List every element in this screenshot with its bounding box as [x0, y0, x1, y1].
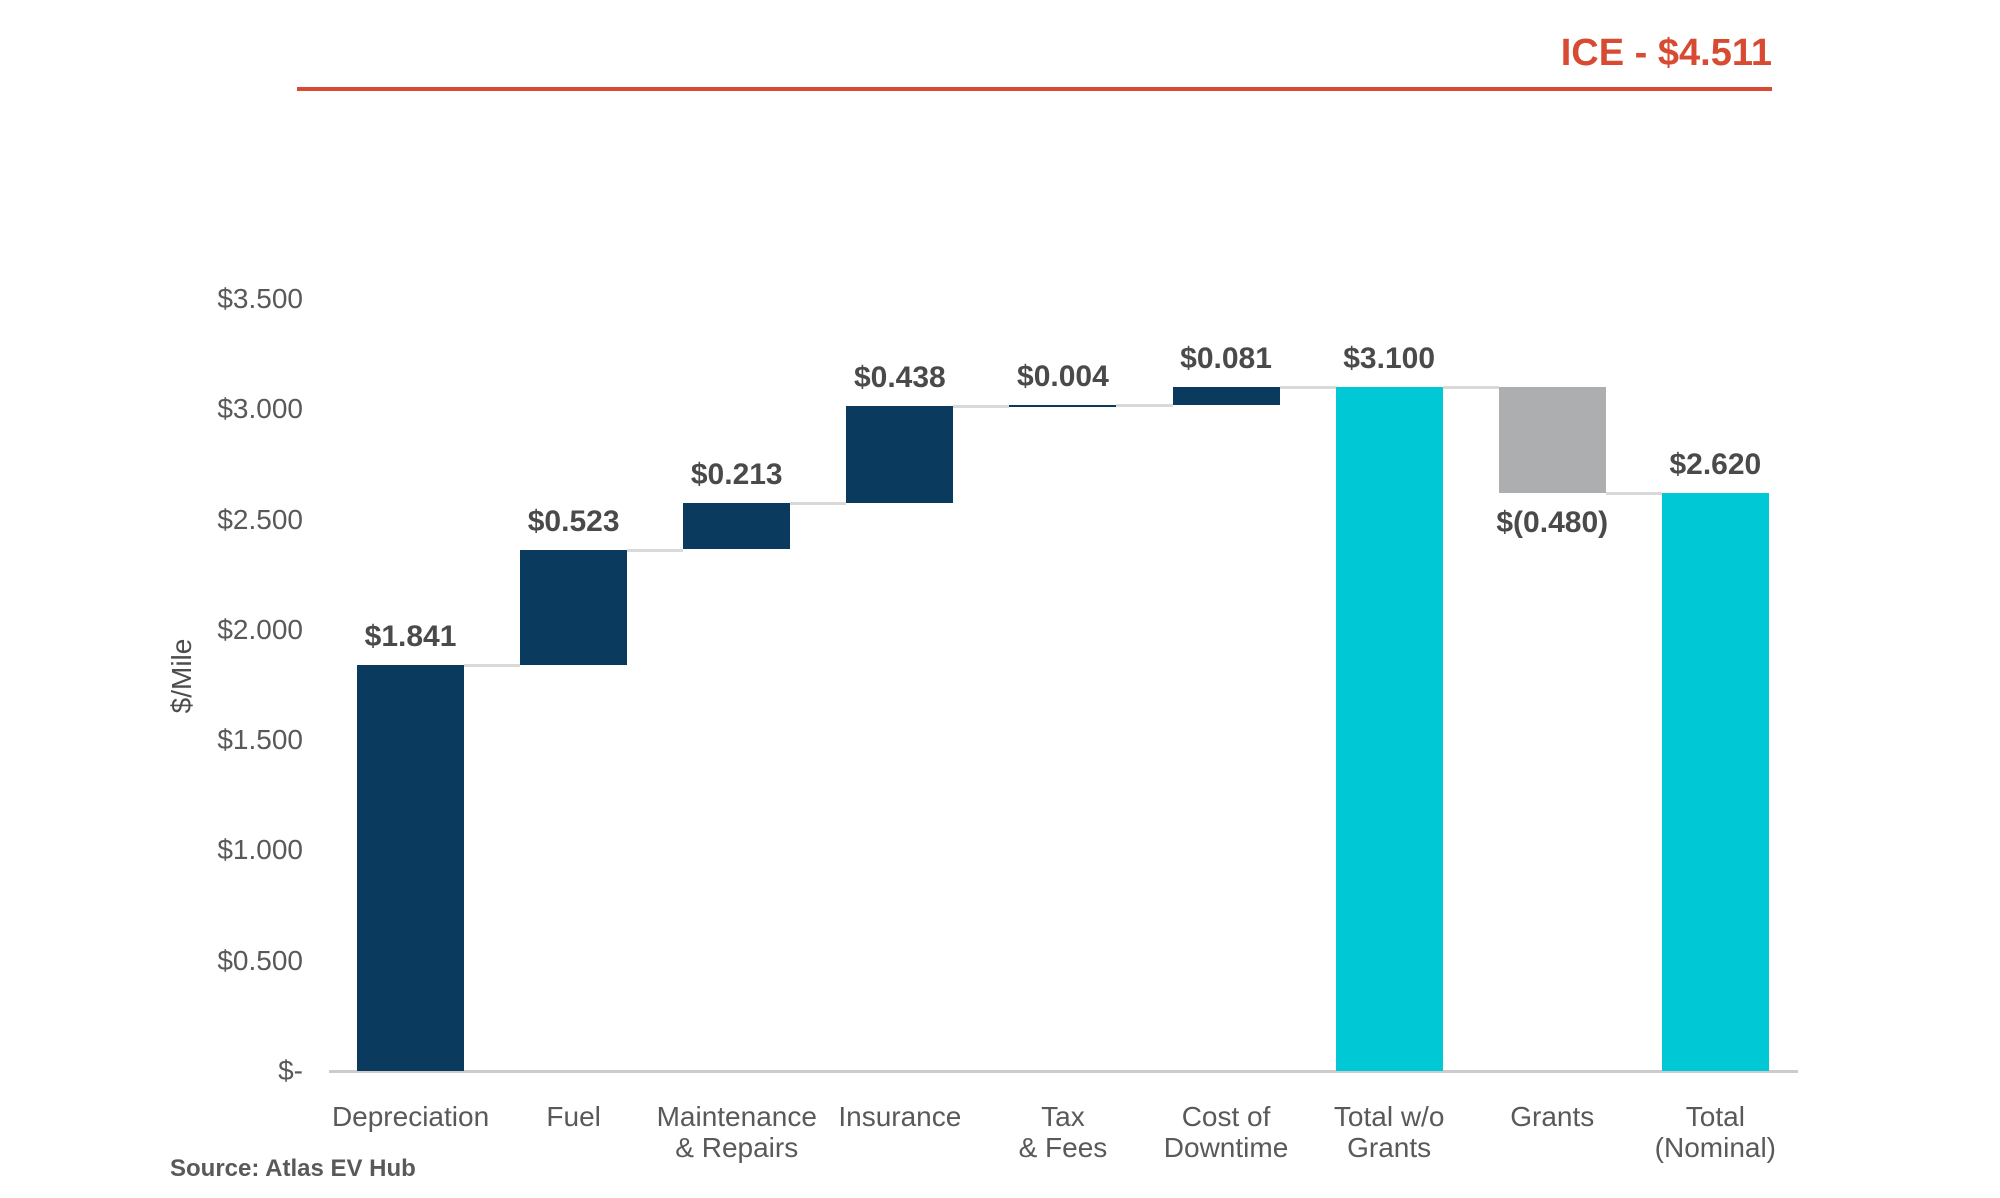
bar-cost-of-downtime: [1172, 387, 1280, 405]
x-axis-line: [329, 1070, 1798, 1073]
step-connector: [953, 404, 1010, 408]
bar-grants: [1498, 387, 1606, 493]
y-tick-label: $1.500: [217, 724, 303, 756]
category-label-line: & Repairs: [675, 1132, 799, 1163]
category-label-line: Insurance: [838, 1101, 962, 1132]
bar-fuel: [520, 549, 628, 665]
step-connector: [1605, 492, 1662, 496]
y-tick-label: $1.000: [217, 834, 303, 866]
category-label-insurance: Insurance: [790, 1101, 1010, 1132]
category-label-line: Grants: [1347, 1132, 1432, 1163]
value-label-depreciation: $1.841: [364, 619, 457, 653]
y-tick-label: $-: [278, 1055, 303, 1086]
category-label-line: Maintenance: [656, 1101, 817, 1132]
ice-benchmark-underline: [297, 87, 1772, 91]
value-label-maintenance-repairs: $0.213: [690, 457, 783, 491]
category-label-total-w-o-grants: Total w/o Grants: [1279, 1101, 1499, 1163]
source-note: Source: Atlas EV Hub: [170, 1155, 416, 1182]
category-label-line: Grants: [1510, 1101, 1595, 1132]
y-tick-label: $3.500: [217, 282, 303, 314]
step-connector: [1279, 386, 1336, 390]
bar-tax-fees: [1009, 405, 1117, 407]
step-connector: [1116, 404, 1173, 407]
chart-title: ICE - $4.511: [1560, 32, 1772, 74]
category-label-maintenance-repairs: Maintenance & Repairs: [627, 1101, 847, 1163]
value-label-fuel: $0.523: [527, 504, 620, 538]
bar-depreciation: [357, 664, 465, 1071]
bar-total-w-o-grants: [1335, 387, 1443, 1071]
category-label-total-nominal: Total (Nominal): [1605, 1101, 1825, 1163]
category-label-line: Depreciation: [331, 1101, 490, 1132]
bar-insurance: [846, 405, 954, 503]
value-label-tax-fees: $0.004: [1017, 360, 1109, 393]
y-axis-title: $/Mile: [166, 638, 197, 714]
bar-total-nominal: [1661, 493, 1769, 1071]
value-label-grants: $(0.480): [1496, 506, 1609, 540]
category-label-depreciation: Depreciation: [301, 1101, 521, 1132]
category-label-line: Downtime: [1163, 1132, 1289, 1163]
bar-maintenance-repairs: [683, 502, 791, 550]
step-connector: [1442, 386, 1499, 390]
y-tick-label: $2.000: [217, 613, 303, 645]
category-label-line: Cost of: [1181, 1101, 1271, 1132]
category-label-line: & Fees: [1018, 1132, 1108, 1163]
y-tick-label: $2.500: [217, 503, 303, 535]
value-label-total-nominal: $2.620: [1669, 448, 1762, 482]
y-tick-label: $3.000: [217, 393, 303, 425]
step-connector: [790, 501, 847, 505]
category-label-line: (Nominal): [1654, 1132, 1777, 1163]
y-tick-label: $0.500: [217, 944, 303, 976]
category-label-line: Fuel: [546, 1101, 601, 1132]
step-connector: [464, 663, 521, 667]
category-label-line: Total: [1685, 1101, 1745, 1132]
value-label-insurance: $0.438: [853, 360, 946, 394]
category-label-fuel: Fuel: [464, 1101, 684, 1132]
category-label-cost-of-downtime: Cost of Downtime: [1116, 1101, 1336, 1163]
category-label-grants: Grants: [1442, 1101, 1662, 1132]
value-label-total-w-o-grants: $3.100: [1343, 342, 1436, 376]
step-connector: [627, 548, 684, 552]
value-label-cost-of-downtime: $0.081: [1180, 342, 1272, 376]
category-label-line: Total w/o: [1333, 1101, 1445, 1132]
category-label-line: Tax: [1041, 1101, 1085, 1132]
category-label-tax-fees: Tax & Fees: [953, 1101, 1173, 1163]
